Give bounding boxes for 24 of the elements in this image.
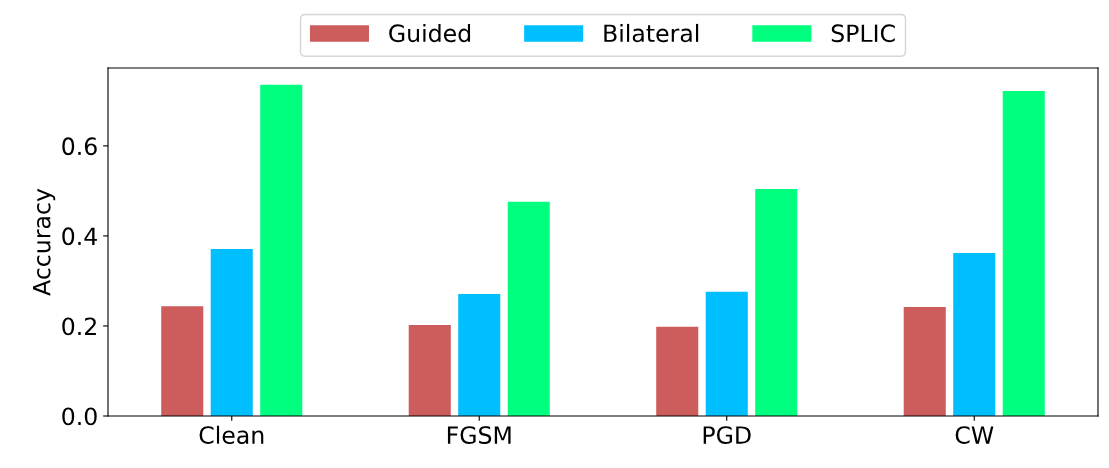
legend-label: Guided bbox=[389, 23, 471, 43]
bar bbox=[408, 325, 451, 416]
bar bbox=[903, 307, 946, 416]
bar bbox=[705, 291, 748, 416]
x-tick-label: FGSM bbox=[447, 426, 511, 444]
legend-label: Bilateral bbox=[604, 23, 699, 43]
x-tick-label: CW bbox=[955, 426, 994, 444]
bar bbox=[210, 248, 253, 416]
x-tick-label: Clean bbox=[199, 425, 264, 444]
bar bbox=[161, 306, 204, 416]
y-tick-label: 0.6 bbox=[62, 137, 97, 156]
bar bbox=[755, 189, 798, 416]
bar bbox=[458, 294, 501, 416]
bar bbox=[953, 253, 996, 416]
y-axis-title: Accuracy bbox=[33, 188, 56, 296]
bar bbox=[656, 326, 699, 416]
y-tick-label: 0.4 bbox=[62, 227, 97, 246]
bar bbox=[1002, 90, 1045, 416]
y-tick-label: 0.0 bbox=[62, 407, 97, 426]
bar bbox=[507, 201, 550, 416]
bar bbox=[260, 84, 303, 416]
y-tick-label: 0.2 bbox=[62, 317, 96, 336]
x-tick-label: PGD bbox=[703, 426, 751, 444]
legend-label: SPLIC bbox=[831, 24, 895, 43]
